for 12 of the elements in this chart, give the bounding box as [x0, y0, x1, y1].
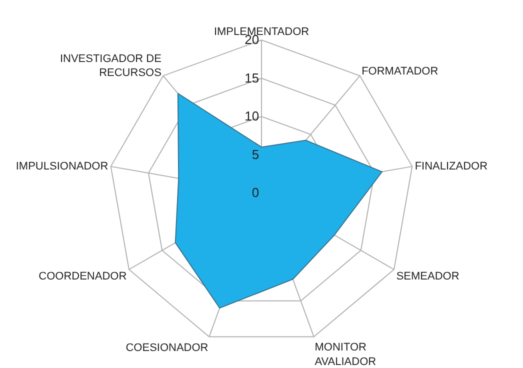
spoke-label: IMPULSIONADOR [16, 160, 108, 172]
spoke-label: FORMATADOR [362, 66, 438, 78]
spoke-label: COORDENADOR [38, 270, 127, 283]
y-tick-label: 5 [252, 146, 260, 162]
y-tick-label: 15 [244, 70, 260, 86]
spoke-label: SEMEADOR [396, 270, 460, 283]
spoke-label: FINALIZADOR [414, 160, 488, 172]
y-tick-label: 0 [252, 185, 260, 200]
spoke-label: COESIONADOR [126, 342, 208, 354]
y-tick-label: 10 [244, 108, 260, 124]
spoke-label: MONITOR AVALIADOR [314, 342, 376, 368]
spoke-label: INVESTIGADOR DE RECURSOS [60, 52, 162, 80]
